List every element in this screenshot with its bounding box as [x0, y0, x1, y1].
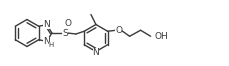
Text: N: N [44, 20, 50, 29]
Text: H: H [49, 42, 54, 48]
Text: O: O [115, 26, 122, 35]
Text: OH: OH [155, 32, 168, 41]
Text: O: O [64, 19, 71, 29]
Text: N: N [93, 48, 99, 57]
Text: N: N [44, 37, 50, 46]
Text: S: S [62, 29, 68, 37]
